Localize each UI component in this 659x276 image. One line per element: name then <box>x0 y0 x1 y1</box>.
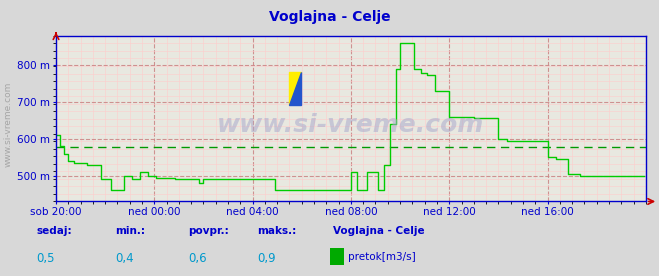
Polygon shape <box>289 72 301 105</box>
Text: Voglajna - Celje: Voglajna - Celje <box>269 10 390 24</box>
Text: povpr.:: povpr.: <box>188 226 229 236</box>
Text: 0,5: 0,5 <box>36 252 55 265</box>
Text: Voglajna - Celje: Voglajna - Celje <box>333 226 424 236</box>
Text: pretok[m3/s]: pretok[m3/s] <box>348 252 416 262</box>
Text: 0,4: 0,4 <box>115 252 134 265</box>
Text: www.si-vreme.com: www.si-vreme.com <box>217 113 484 137</box>
Text: sedaj:: sedaj: <box>36 226 72 236</box>
Text: min.:: min.: <box>115 226 146 236</box>
Text: 0,6: 0,6 <box>188 252 206 265</box>
Text: www.si-vreme.com: www.si-vreme.com <box>3 81 13 167</box>
Polygon shape <box>289 72 301 105</box>
Text: maks.:: maks.: <box>257 226 297 236</box>
Text: 0,9: 0,9 <box>257 252 275 265</box>
